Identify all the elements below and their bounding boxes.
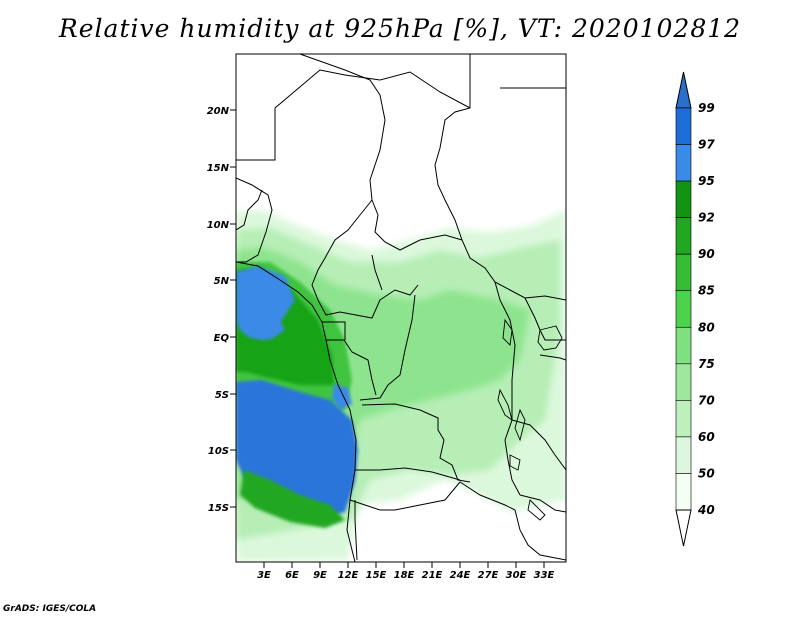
colorbar-segment <box>675 217 692 255</box>
colorbar-label: 60 <box>698 430 715 444</box>
colorbar-top-arrow <box>675 71 692 109</box>
lat-tick-label: 15N <box>207 163 230 174</box>
lat-tick-label: 5S <box>215 390 229 401</box>
colorbar-label: 80 <box>698 320 715 334</box>
lon-tick-label: 30E <box>506 570 527 581</box>
lat-tick-label: 10N <box>207 220 230 231</box>
colorbar-label: 97 <box>698 138 715 152</box>
lat-axis <box>230 109 236 508</box>
lon-tick-label: 6E <box>285 570 299 581</box>
colorbar-label: 90 <box>698 247 715 261</box>
colorbar-label: 70 <box>698 393 715 407</box>
lakes <box>497 318 563 521</box>
colorbar-segment <box>675 144 692 182</box>
lon-tick-label: 18E <box>394 570 415 581</box>
colorbar-segment <box>675 473 692 511</box>
lon-tick-label: 24E <box>450 570 471 581</box>
colorbar: 99 97 95 92 90 85 80 75 70 60 50 40 <box>675 71 715 547</box>
lon-tick-label: 21E <box>422 570 443 581</box>
colorbar-label: 99 <box>698 101 715 115</box>
lon-axis <box>263 562 545 568</box>
colorbar-segment <box>675 180 692 218</box>
humidity-95-plus-patch <box>248 312 285 340</box>
colorbar-label: 40 <box>697 503 715 517</box>
colorbar-segment <box>675 436 692 474</box>
colorbar-label: 95 <box>698 174 715 188</box>
humidity-field <box>236 54 566 562</box>
colorbar-segment <box>675 363 692 401</box>
colorbar-segment <box>675 107 692 145</box>
lat-tick-label: EQ <box>214 333 230 344</box>
map-title: Relative humidity at 925hPa [%], VT: 202… <box>58 14 742 43</box>
lon-tick-label: 12E <box>338 570 359 581</box>
lat-tick-label: 15S <box>208 503 229 514</box>
colorbar-label: 85 <box>698 284 715 298</box>
colorbar-segment <box>675 326 692 365</box>
colorbar-label: 75 <box>698 357 715 371</box>
lon-tick-label: 27E <box>478 570 499 581</box>
lat-tick-label: 10S <box>208 446 229 457</box>
colorbar-bottom-arrow <box>675 509 692 547</box>
map-frame <box>235 53 567 563</box>
lat-tick-label: 20N <box>207 106 230 117</box>
colorbar-segment <box>675 290 692 328</box>
lon-tick-label: 9E <box>313 570 327 581</box>
lat-tick-label: 5N <box>214 276 230 287</box>
lon-tick-label: 3E <box>257 570 271 581</box>
lon-tick-label: 33E <box>534 570 555 581</box>
colorbar-segment <box>675 400 692 438</box>
humidity-high-green-south <box>240 470 345 528</box>
colorbar-label: 50 <box>698 466 715 480</box>
lon-tick-label: 15E <box>366 570 387 581</box>
grads-credit: GrADS: IGES/COLA <box>3 604 97 614</box>
colorbar-segment <box>675 253 692 292</box>
colorbar-label: 92 <box>698 211 715 225</box>
